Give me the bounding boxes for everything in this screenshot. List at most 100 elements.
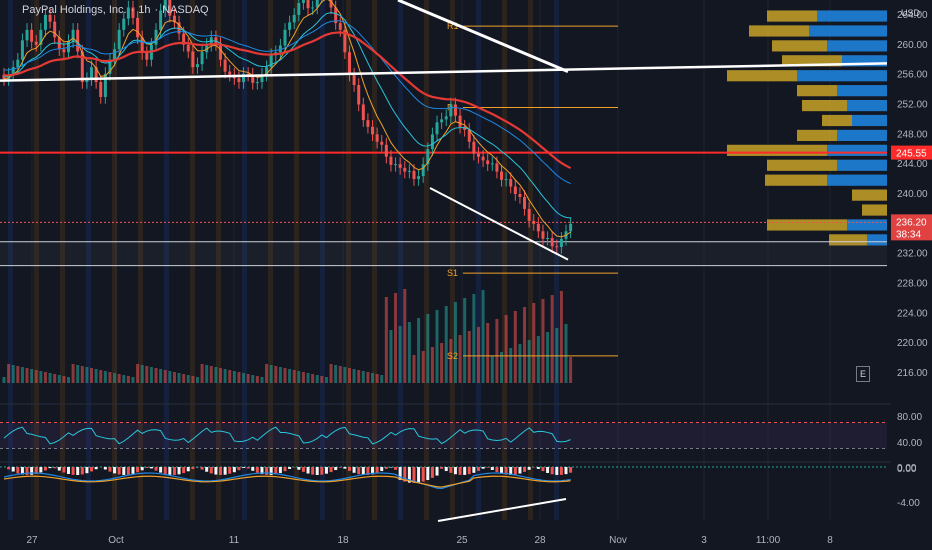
volume-profile-up bbox=[842, 55, 887, 67]
candle-body bbox=[421, 164, 425, 177]
macd-histogram-bar bbox=[550, 467, 554, 475]
macd-histogram-bar bbox=[426, 467, 430, 480]
volume-bar bbox=[315, 375, 319, 383]
session-band bbox=[528, 0, 533, 520]
macd-histogram-bar bbox=[30, 467, 34, 475]
volume-bar bbox=[20, 367, 24, 383]
volume-bar bbox=[186, 375, 190, 383]
volume-bar bbox=[412, 355, 416, 383]
macd-histogram-bar bbox=[343, 467, 347, 469]
volume-profile-down bbox=[727, 144, 827, 156]
session-band bbox=[450, 0, 455, 520]
macd-histogram-bar bbox=[283, 467, 287, 472]
candle-body bbox=[113, 49, 117, 60]
candle-body bbox=[172, 15, 176, 23]
candle-body bbox=[288, 22, 292, 30]
macd-histogram-bar bbox=[486, 467, 490, 468]
volume-bar bbox=[43, 372, 47, 383]
price-tick-label: 216.00 bbox=[897, 368, 928, 379]
volume-profile-up bbox=[847, 99, 887, 112]
time-tick-label: 11:00 bbox=[756, 535, 781, 546]
time-tick-label: Nov bbox=[609, 535, 627, 546]
level-price-label: 245.55 bbox=[896, 149, 927, 160]
session-band bbox=[424, 0, 429, 520]
candle-body bbox=[283, 29, 287, 46]
time-axis-background bbox=[0, 528, 932, 550]
axis-background bbox=[891, 0, 932, 550]
volume-bar bbox=[490, 356, 494, 383]
candle-body bbox=[25, 29, 29, 41]
candle-body bbox=[495, 163, 499, 172]
macd-histogram-bar bbox=[421, 467, 425, 482]
volume-profile-down bbox=[727, 70, 797, 82]
candle-body bbox=[361, 104, 365, 121]
volume-profile-up bbox=[852, 114, 887, 127]
volume-profile-down bbox=[765, 174, 827, 186]
volume-bar bbox=[306, 373, 310, 383]
time-tick-label: 3 bbox=[701, 535, 707, 546]
volume-bar bbox=[564, 324, 568, 383]
macd-histogram-bar bbox=[366, 467, 370, 475]
volume-bar bbox=[283, 368, 287, 383]
candle-body bbox=[334, 7, 338, 24]
candle-body bbox=[200, 52, 204, 65]
volume-profile-down bbox=[797, 129, 837, 142]
candle-body bbox=[223, 59, 227, 72]
macd-histogram-bar bbox=[403, 467, 407, 482]
macd-histogram-bar bbox=[481, 467, 485, 469]
volume-profile-up bbox=[837, 129, 887, 142]
volume-bar bbox=[145, 366, 149, 383]
moving-averages bbox=[3, 0, 572, 238]
macd-histogram-bar bbox=[274, 467, 278, 475]
volume-bar bbox=[219, 368, 223, 383]
macd-histogram-bar bbox=[163, 467, 167, 475]
candle-body bbox=[458, 115, 462, 127]
volume-bar bbox=[440, 343, 444, 383]
volume-bar bbox=[532, 303, 536, 383]
candle-body bbox=[417, 176, 421, 180]
candle-body bbox=[122, 18, 126, 30]
volume-bar bbox=[559, 291, 563, 383]
candle-body bbox=[219, 44, 223, 60]
candle-body bbox=[255, 82, 259, 84]
macd-histogram-bar bbox=[407, 467, 411, 483]
macd-histogram-bar bbox=[126, 467, 130, 475]
candle-body bbox=[513, 186, 517, 194]
macd-histogram-bar bbox=[251, 467, 255, 471]
pivot-label: R1 bbox=[447, 21, 459, 31]
candle-body bbox=[550, 238, 554, 247]
macd-histogram-bar bbox=[329, 467, 333, 473]
time-tick-label: 28 bbox=[534, 535, 546, 546]
candle-body bbox=[366, 120, 370, 127]
candle-body bbox=[237, 78, 241, 83]
candle-body bbox=[476, 153, 480, 157]
volume-bar bbox=[366, 372, 370, 383]
volume-bar bbox=[140, 365, 144, 383]
macd-histogram-bar bbox=[20, 467, 24, 475]
candle-body bbox=[163, 0, 167, 11]
time-tick-label: 25 bbox=[456, 535, 468, 546]
candle-body bbox=[145, 52, 149, 60]
volume-bar bbox=[209, 366, 213, 383]
candle-body bbox=[504, 179, 508, 181]
macd-histogram-bar bbox=[113, 467, 117, 474]
volume-bars bbox=[2, 289, 573, 383]
volume-bar bbox=[237, 372, 241, 383]
candle-body bbox=[536, 223, 540, 232]
volume-bar bbox=[182, 374, 186, 383]
volume-profile-down bbox=[822, 114, 852, 127]
session-band bbox=[346, 0, 351, 520]
support-zone bbox=[0, 241, 887, 266]
time-tick-label: 27 bbox=[26, 535, 38, 546]
earnings-marker[interactable]: E bbox=[856, 366, 870, 382]
volume-bar bbox=[301, 372, 305, 383]
macd-histogram-bar bbox=[306, 467, 310, 474]
macd-histogram-bar bbox=[476, 467, 480, 471]
rsi-band bbox=[0, 422, 887, 449]
volume-profile-down bbox=[767, 219, 847, 231]
volume-bar bbox=[251, 375, 255, 383]
volume-bar bbox=[481, 290, 485, 383]
macd-histogram-bar bbox=[444, 467, 448, 472]
volume-bar bbox=[297, 371, 301, 383]
